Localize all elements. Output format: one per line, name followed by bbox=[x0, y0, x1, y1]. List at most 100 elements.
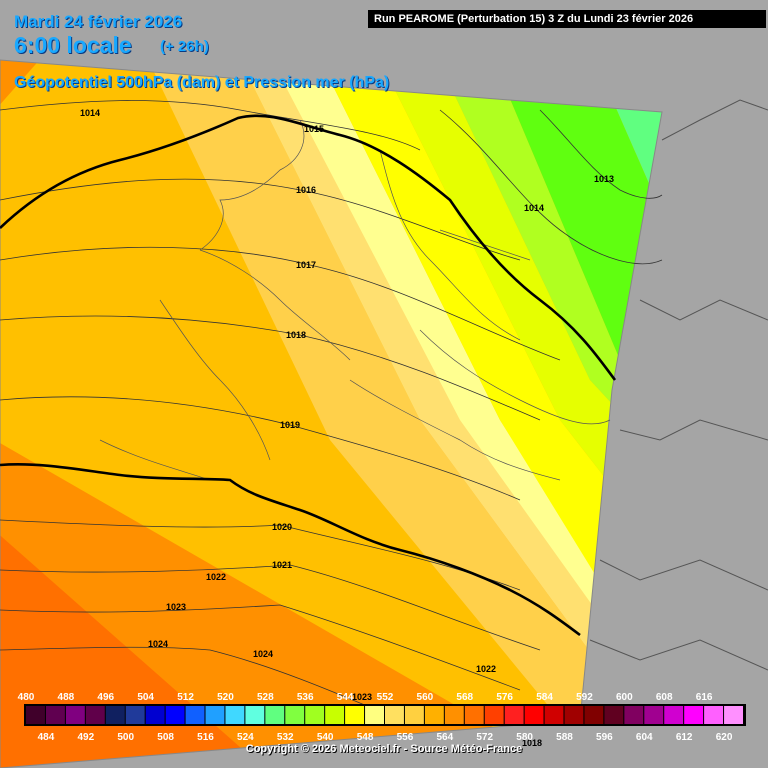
legend-label: 600 bbox=[616, 692, 633, 703]
isobar-label: 1016 bbox=[296, 185, 316, 195]
legend-swatch bbox=[644, 706, 664, 724]
legend-label: 592 bbox=[576, 692, 593, 703]
legend-swatch bbox=[464, 706, 484, 724]
isobar-label: 1019 bbox=[280, 420, 300, 430]
legend-swatch bbox=[85, 706, 105, 724]
legend-swatch bbox=[704, 706, 724, 724]
legend-label: 548 bbox=[357, 732, 374, 743]
country-borders bbox=[99, 119, 611, 481]
isobar-label: 1014 bbox=[524, 203, 544, 213]
legend-label: 536 bbox=[297, 692, 314, 703]
legend-label: 504 bbox=[137, 692, 154, 703]
legend-swatch bbox=[225, 706, 245, 724]
isobar-label: 1023 bbox=[352, 692, 372, 702]
legend-swatch bbox=[305, 706, 325, 724]
legend-swatch bbox=[325, 706, 345, 724]
legend-swatch bbox=[65, 706, 85, 724]
legend-label: 564 bbox=[436, 732, 453, 743]
isobar-lines bbox=[0, 100, 663, 721]
legend-swatch bbox=[45, 706, 65, 724]
legend-label: 608 bbox=[656, 692, 673, 703]
isobar-label: 1023 bbox=[166, 602, 186, 612]
legend-swatch bbox=[584, 706, 604, 724]
legend-label: 616 bbox=[696, 692, 713, 703]
forecast-range: (+ 26h) bbox=[160, 38, 209, 55]
isobar-label: 1014 bbox=[80, 108, 100, 118]
legend-swatch bbox=[385, 706, 404, 724]
legend-label: 492 bbox=[77, 732, 94, 743]
isobar-label: 1021 bbox=[272, 560, 292, 570]
legend-swatch bbox=[664, 706, 684, 724]
legend-label: 520 bbox=[217, 692, 234, 703]
legend-label: 500 bbox=[117, 732, 134, 743]
legend-swatch bbox=[245, 706, 265, 724]
legend-label: 488 bbox=[58, 692, 75, 703]
bold-isobars bbox=[0, 114, 617, 637]
outside-borders bbox=[589, 99, 768, 671]
isobar-label: 1018 bbox=[286, 330, 306, 340]
color-legend: 480 488 496 504 512 520 528 536 544 552 560 568 576 5… bbox=[18, 692, 746, 743]
legend-label: 604 bbox=[636, 732, 653, 743]
legend-swatch bbox=[624, 706, 644, 724]
legend-label: 612 bbox=[676, 732, 693, 743]
legend-label: 560 bbox=[417, 692, 434, 703]
domain-border bbox=[0, 59, 663, 768]
legend-label: 516 bbox=[197, 732, 214, 743]
isobar-label: 1017 bbox=[296, 260, 316, 270]
legend-label: 552 bbox=[377, 692, 394, 703]
legend-swatch bbox=[484, 706, 504, 724]
legend-swatch bbox=[105, 706, 125, 724]
isobar-label: 1020 bbox=[272, 522, 292, 532]
isobar-label: 1024 bbox=[253, 649, 273, 659]
legend-label: 512 bbox=[177, 692, 194, 703]
legend-swatch bbox=[125, 706, 145, 724]
legend-label: 580 bbox=[516, 732, 533, 743]
legend-label: 568 bbox=[456, 692, 473, 703]
legend-swatch bbox=[285, 706, 305, 724]
legend-label: 508 bbox=[157, 732, 174, 743]
legend-label: 544 bbox=[337, 692, 354, 703]
copyright-text: Copyright © 2026 Meteociel.fr - Source M… bbox=[245, 743, 523, 755]
legend-swatch bbox=[444, 706, 464, 724]
legend-label: 480 bbox=[18, 692, 35, 703]
legend-swatch bbox=[684, 706, 704, 724]
legend-swatch bbox=[564, 706, 584, 724]
legend-swatch bbox=[365, 706, 384, 724]
legend-label: 556 bbox=[397, 732, 414, 743]
legend-label: 584 bbox=[536, 692, 553, 703]
legend-label: 620 bbox=[716, 732, 733, 743]
parameter-title: Géopotentiel 500hPa (dam) et Pression me… bbox=[14, 74, 390, 91]
isobar-label: 1013 bbox=[594, 174, 614, 184]
legend-label: 496 bbox=[97, 692, 114, 703]
legend-swatch bbox=[504, 706, 524, 724]
legend-swatch bbox=[524, 706, 544, 724]
isobar-label: 1022 bbox=[206, 572, 226, 582]
legend-swatch bbox=[345, 706, 365, 724]
isobar-label: 1015 bbox=[304, 124, 324, 134]
legend-swatch bbox=[424, 706, 444, 724]
legend-label: 524 bbox=[237, 732, 254, 743]
legend-label: 540 bbox=[317, 732, 334, 743]
legend-swatch bbox=[165, 706, 185, 724]
legend-label: 572 bbox=[476, 732, 493, 743]
legend-swatch bbox=[205, 706, 225, 724]
run-info-banner: Run PEAROME (Perturbation 15) 3 Z du Lun… bbox=[368, 10, 766, 28]
legend-label: 484 bbox=[38, 732, 55, 743]
isobar-labels: 1013 1014 1014 1015 1016 1017 1018 1019 … bbox=[80, 108, 614, 748]
legend-label: 576 bbox=[496, 692, 513, 703]
legend-swatch bbox=[724, 706, 743, 724]
isobar-label: 1024 bbox=[148, 639, 168, 649]
legend-label: 588 bbox=[556, 732, 573, 743]
legend-swatch bbox=[265, 706, 285, 724]
forecast-date: Mardi 24 février 2026 bbox=[14, 12, 183, 31]
legend-swatch bbox=[544, 706, 564, 724]
forecast-local-time: 6:00 locale bbox=[14, 32, 132, 58]
isobar-label: 1022 bbox=[476, 664, 496, 674]
legend-swatch bbox=[185, 706, 205, 724]
legend-swatch bbox=[145, 706, 165, 724]
legend-swatch bbox=[404, 706, 424, 724]
legend-label: 532 bbox=[277, 732, 294, 743]
